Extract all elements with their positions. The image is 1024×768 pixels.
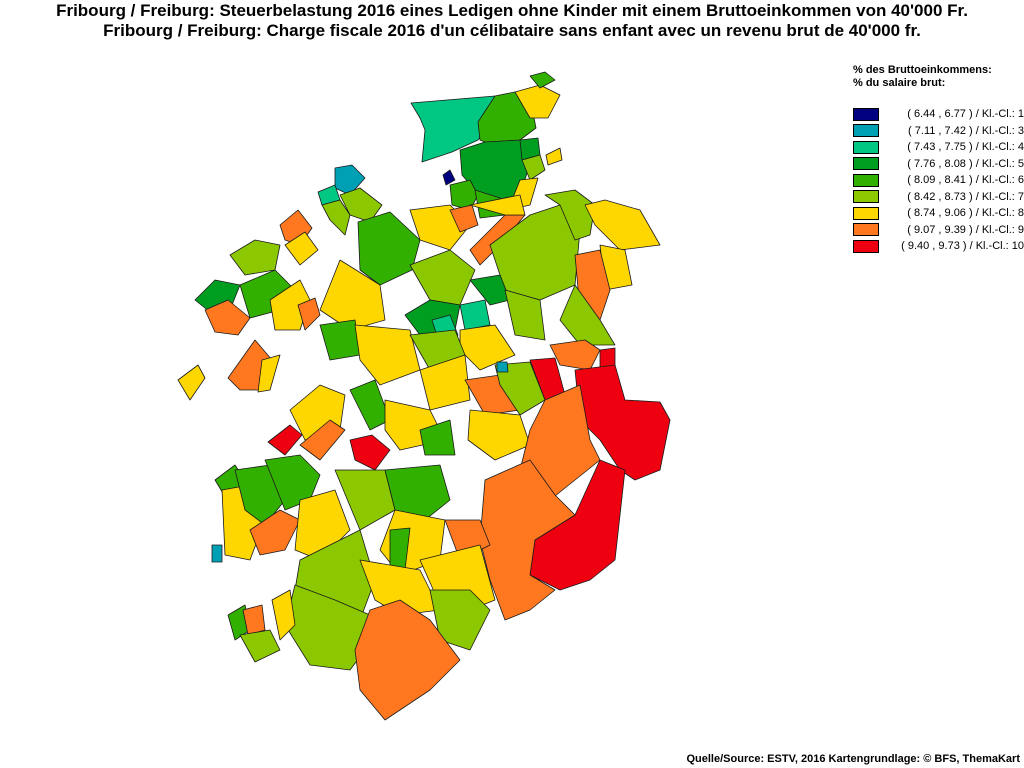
municipality [204, 299, 251, 336]
legend-item: ( 7.76 , 8.08 ) / Kl.-Cl.: 5 [853, 156, 1024, 173]
municipality [239, 629, 281, 663]
municipality [559, 284, 616, 346]
municipality [339, 187, 383, 223]
legend-swatch [853, 124, 879, 138]
legend-item: ( 8.74 , 9.06 ) / Kl.-Cl.: 8 [853, 205, 1024, 222]
legend-label: ( 7.43 , 7.75 ) / Kl.-Cl.: 4 [907, 141, 1024, 154]
map-title-french: Fribourg / Freiburg: Charge fiscale 2016… [103, 21, 921, 40]
municipality [271, 589, 296, 641]
municipality [354, 599, 461, 721]
municipality [549, 339, 601, 371]
municipality [521, 154, 546, 181]
municipality [529, 71, 556, 89]
municipality [264, 454, 321, 511]
municipality [349, 379, 391, 431]
municipality [349, 434, 391, 471]
legend-swatch [853, 239, 879, 253]
municipality [384, 464, 451, 521]
legend-item: ( 8.09 , 8.41 ) / Kl.-Cl.: 6 [853, 172, 1024, 189]
municipality [584, 199, 661, 251]
legend-label: ( 9.40 , 9.73 ) / Kl.-Cl.: 10 [901, 240, 1024, 253]
legend-label: ( 7.76 , 8.08 ) / Kl.-Cl.: 5 [907, 157, 1024, 170]
municipality [419, 419, 456, 456]
municipality [545, 147, 563, 166]
legend-swatch [853, 157, 879, 171]
municipality [359, 559, 441, 616]
municipalities [177, 71, 671, 721]
municipality [299, 419, 346, 461]
municipality [284, 231, 319, 266]
municipality [267, 424, 303, 456]
legend-swatch [853, 190, 879, 204]
municipality [419, 354, 471, 411]
municipality [242, 604, 266, 636]
legend-item: ( 7.43 , 7.75 ) / Kl.-Cl.: 4 [853, 139, 1024, 156]
municipality [229, 239, 281, 276]
municipality [519, 384, 601, 501]
municipality [177, 364, 206, 401]
municipality [544, 189, 596, 241]
municipality [496, 361, 509, 373]
legend-item: ( 9.07 , 9.39 ) / Kl.-Cl.: 9 [853, 222, 1024, 239]
legend-swatch [853, 223, 879, 237]
municipality [409, 249, 476, 306]
municipality [354, 324, 421, 386]
municipality [234, 464, 286, 526]
municipality [249, 509, 301, 556]
legend-title-german: % des Bruttoeinkommens: [853, 64, 992, 76]
legend-label: ( 6.44 , 6.77 ) / Kl.-Cl.: 1 [907, 108, 1024, 121]
municipality [467, 409, 531, 461]
municipality [449, 204, 479, 233]
municipality [479, 459, 576, 621]
municipality [211, 544, 223, 563]
legend-label: ( 8.42 , 8.73 ) / Kl.-Cl.: 7 [907, 190, 1024, 203]
legend-label: ( 8.09 , 8.41 ) / Kl.-Cl.: 6 [907, 174, 1024, 187]
municipality [494, 361, 546, 416]
legend-swatch [853, 173, 879, 187]
legend-label: ( 8.74 , 9.06 ) / Kl.-Cl.: 8 [907, 207, 1024, 220]
legend-swatch [853, 140, 879, 154]
legend-label: ( 9.07 , 9.39 ) / Kl.-Cl.: 9 [907, 223, 1024, 236]
source-credit: Quelle/Source: ESTV, 2016 Kartengrundlag… [686, 753, 1020, 765]
legend-item: ( 7.11 , 7.42 ) / Kl.-Cl.: 3 [853, 123, 1024, 140]
municipality [469, 194, 526, 216]
municipality [297, 297, 321, 331]
municipality [504, 289, 546, 341]
legend-label: ( 7.11 , 7.42 ) / Kl.-Cl.: 3 [908, 124, 1024, 137]
legend-item: ( 6.44 , 6.77 ) / Kl.-Cl.: 1 [853, 106, 1024, 123]
legend-title-french: % du salaire brut: [853, 77, 946, 89]
legend-swatch [853, 206, 879, 220]
legend-item: ( 8.42 , 8.73 ) / Kl.-Cl.: 7 [853, 189, 1024, 206]
legend-swatch [853, 107, 879, 121]
municipality [449, 179, 479, 211]
map-title-german: Fribourg / Freiburg: Steuerbelastung 201… [56, 1, 968, 20]
municipality [459, 299, 491, 331]
municipality [319, 319, 361, 361]
municipality [321, 199, 351, 236]
municipality [574, 364, 671, 481]
legend-classes: ( 6.44 , 6.77 ) / Kl.-Cl.: 1 ( 7.11 , 7.… [853, 106, 1024, 255]
legend-item: ( 9.40 , 9.73 ) / Kl.-Cl.: 10 [853, 238, 1024, 255]
municipality [357, 211, 421, 286]
municipality [442, 169, 456, 186]
municipality [514, 84, 561, 119]
municipality [319, 259, 386, 331]
lake [458, 408, 470, 445]
legend: % des Bruttoeinkommens: % du salaire bru… [853, 64, 1024, 255]
municipality [257, 354, 281, 393]
